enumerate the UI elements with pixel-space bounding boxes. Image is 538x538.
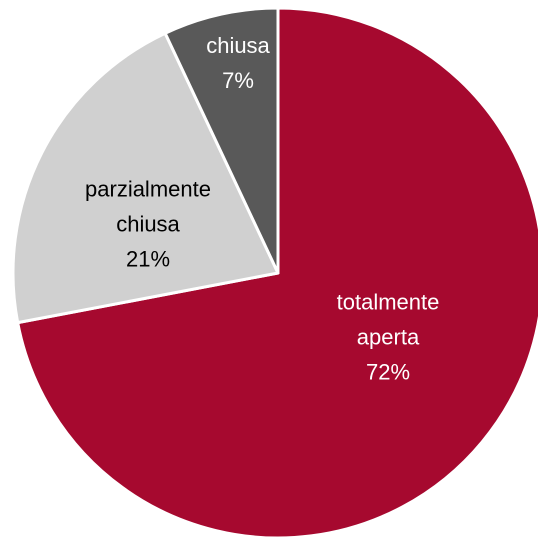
pie-slice [11, 31, 280, 325]
slice-label: chiusa 7% [163, 28, 313, 98]
slice-label: totalmente aperta 72% [313, 285, 463, 390]
value-label: 7% [222, 68, 254, 93]
category-label: parzialmente chiusa [85, 176, 211, 237]
category-label: chiusa [206, 33, 270, 58]
value-label: 21% [125, 246, 171, 272]
pie-slice [16, 6, 538, 538]
slice-label: parzialmente chiusa 21% [73, 172, 223, 277]
value-label: 72% [365, 359, 411, 385]
pie-slice [163, 6, 280, 275]
category-label: totalmente aperta [336, 289, 440, 350]
